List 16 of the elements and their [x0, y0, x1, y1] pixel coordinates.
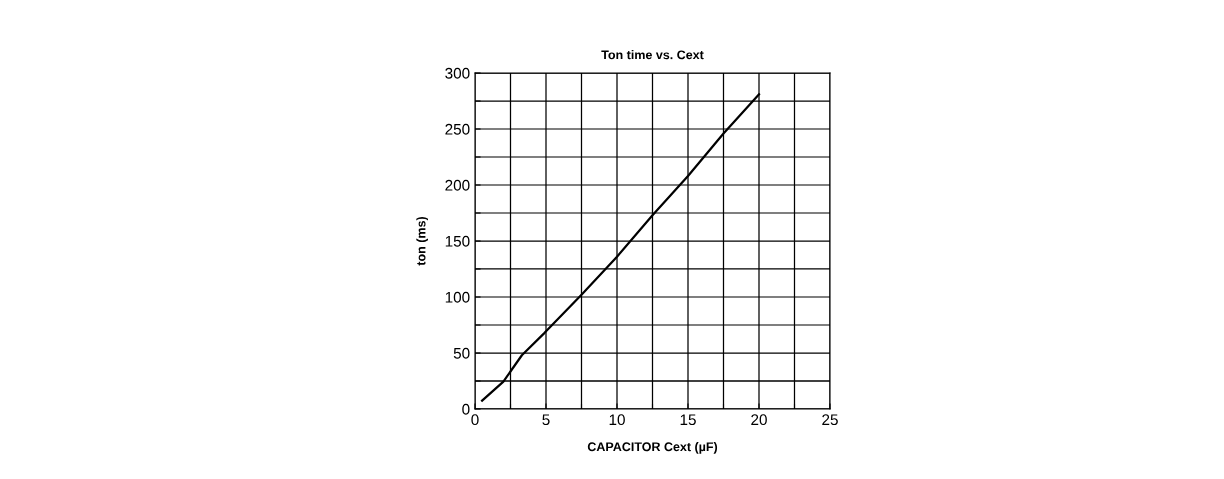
x-tick-label: 15: [680, 414, 696, 426]
y-tick-label: 150: [445, 235, 470, 247]
y-tick-label: 50: [453, 347, 470, 359]
y-tick-label: 100: [445, 291, 470, 303]
y-tick-label: 0: [462, 403, 470, 415]
x-tick-label: 25: [822, 414, 838, 426]
y-tick-label: 300: [445, 67, 470, 79]
chart-title: Ton time vs. Cext: [601, 50, 704, 60]
x-axis-title: CAPACITOR Cext (µF): [587, 441, 718, 454]
x-tick-label: 5: [542, 414, 550, 426]
x-tick-label: 0: [471, 414, 479, 426]
y-tick-label: 250: [445, 123, 470, 135]
x-tick-label: 20: [751, 414, 767, 426]
x-tick-label: 10: [609, 414, 625, 426]
y-tick-label: 200: [445, 179, 470, 191]
y-axis-title: ton (ms): [416, 216, 428, 266]
